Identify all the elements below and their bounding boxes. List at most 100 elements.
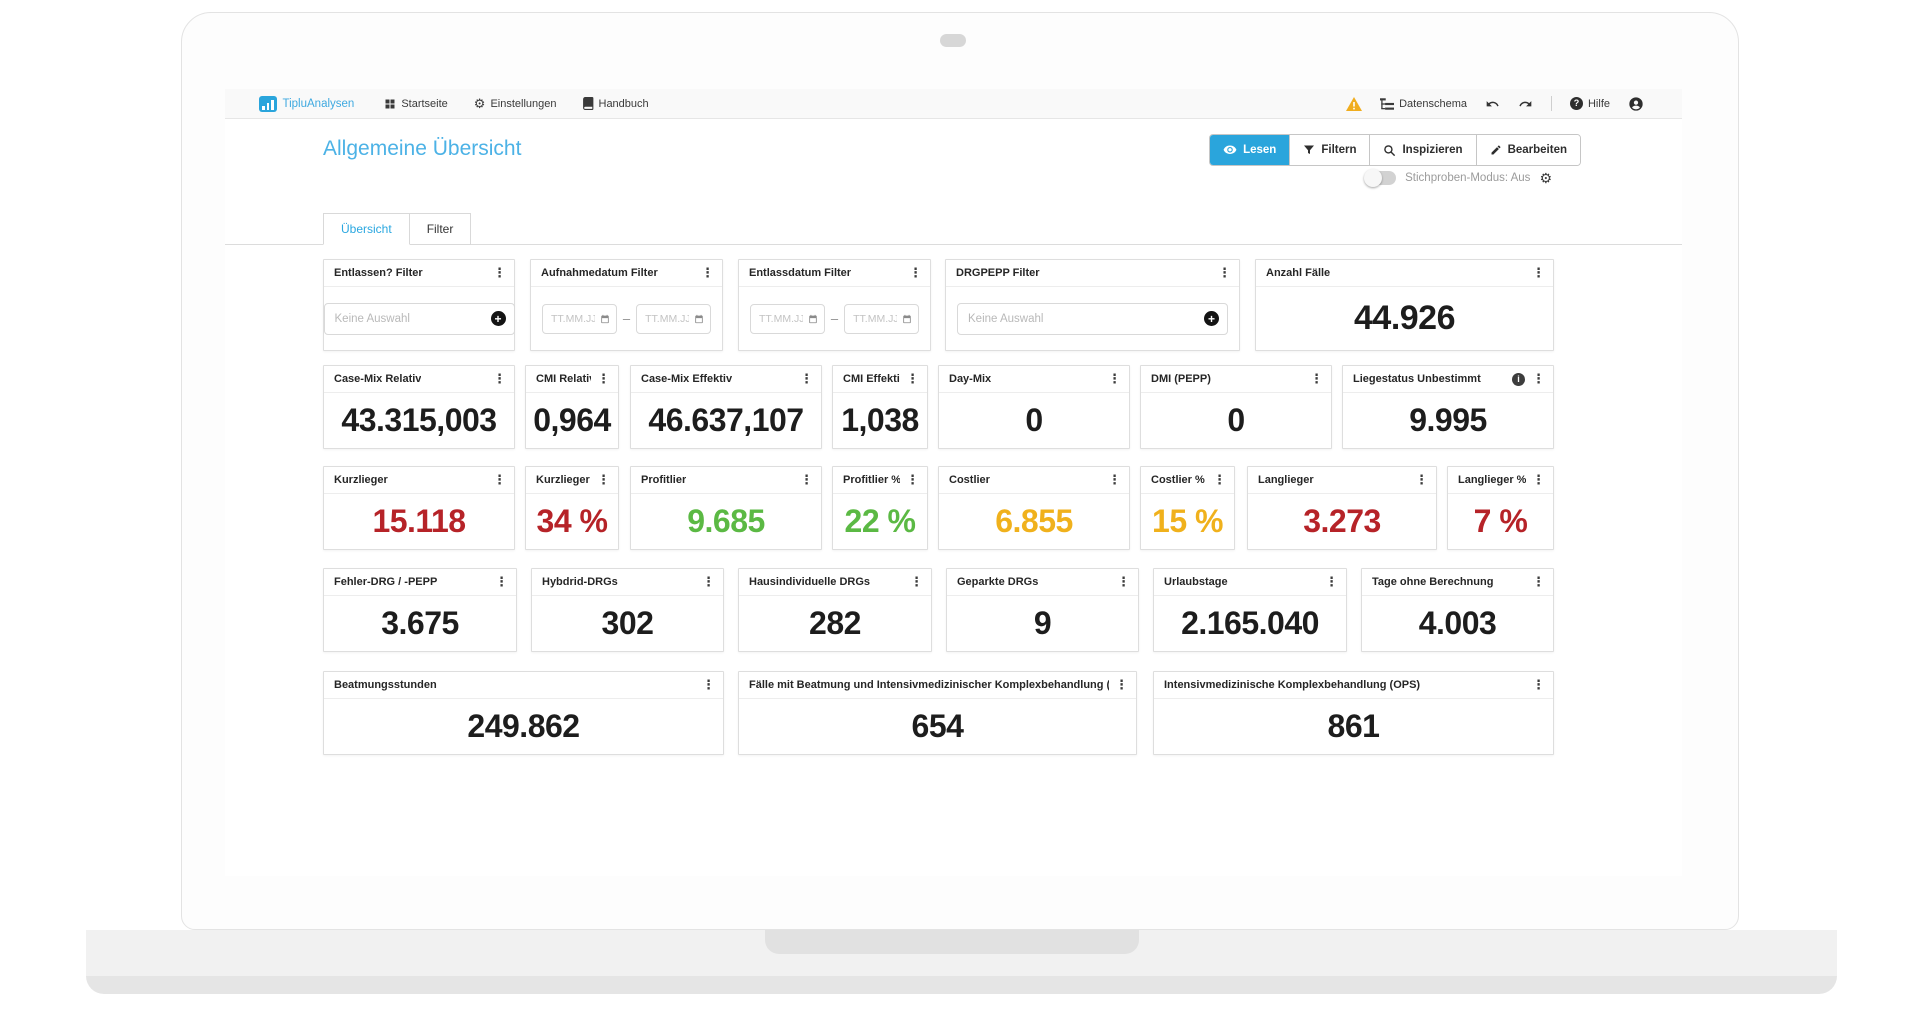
kebab-menu-icon[interactable]: ⋮ xyxy=(909,265,922,281)
plus-circle-icon[interactable]: + xyxy=(1204,311,1219,326)
kebab-menu-icon[interactable]: ⋮ xyxy=(597,472,610,488)
brand-name: TipluAnalysen xyxy=(282,97,355,110)
nav-handbuch[interactable]: Handbuch xyxy=(582,97,649,110)
filtern-button[interactable]: Filtern xyxy=(1289,135,1370,165)
nav-startseite-label: Startseite xyxy=(401,97,448,110)
help-icon: ? xyxy=(1569,97,1583,110)
kebab-menu-icon[interactable]: ⋮ xyxy=(1310,371,1323,387)
date-separator: – xyxy=(830,311,839,326)
bearbeiten-button[interactable]: Bearbeiten xyxy=(1475,135,1580,165)
kpi-card-urlaubstage: Urlaubstage ⋮ 2.165.040 xyxy=(1153,568,1347,652)
info-icon[interactable]: i xyxy=(1512,372,1525,386)
lesen-button[interactable]: Lesen xyxy=(1210,135,1290,165)
gear-icon[interactable]: ⚙ xyxy=(1539,170,1552,186)
hilfe-button[interactable]: ? Hilfe xyxy=(1569,97,1610,110)
card-title: Profitlier xyxy=(641,474,687,486)
kebab-menu-icon[interactable]: ⋮ xyxy=(906,371,919,387)
nav-einstellungen[interactable]: ⚙ Einstellungen xyxy=(474,97,557,110)
kpi-card-kurzlieger-prozent: Kurzlieger % ⋮ 34 % xyxy=(525,466,619,550)
date-input-from[interactable] xyxy=(542,303,617,334)
kpi-value: 249.862 xyxy=(467,708,580,744)
kpi-value: 3.675 xyxy=(381,605,459,641)
kebab-menu-icon[interactable]: ⋮ xyxy=(1532,371,1545,387)
date-field-to[interactable] xyxy=(643,311,692,326)
select-field[interactable] xyxy=(332,311,491,326)
plus-circle-icon[interactable]: + xyxy=(490,311,506,326)
card-title: Langlieger % xyxy=(1458,474,1526,486)
nav-einstellungen-label: Einstellungen xyxy=(490,97,557,110)
card-title: Geparkte DRGs xyxy=(957,576,1039,588)
kebab-menu-icon[interactable]: ⋮ xyxy=(1218,265,1231,281)
kebab-menu-icon[interactable]: ⋮ xyxy=(906,472,919,488)
kebab-menu-icon[interactable]: ⋮ xyxy=(1213,472,1226,488)
kebab-menu-icon[interactable]: ⋮ xyxy=(800,472,813,488)
calendar-icon xyxy=(902,314,912,324)
kebab-menu-icon[interactable]: ⋮ xyxy=(1532,574,1545,590)
kpi-value: 34 % xyxy=(536,503,608,539)
kebab-menu-icon[interactable]: ⋮ xyxy=(1532,472,1545,488)
kebab-menu-icon[interactable]: ⋮ xyxy=(493,371,506,387)
laptop-lid: TipluAnalysen Startseite ⚙ Einstellungen xyxy=(181,12,1739,930)
account-icon[interactable] xyxy=(1628,96,1644,112)
nav-startseite[interactable]: Startseite xyxy=(384,97,448,110)
kebab-menu-icon[interactable]: ⋮ xyxy=(1532,677,1545,693)
kebab-menu-icon[interactable]: ⋮ xyxy=(493,472,506,488)
eye-icon xyxy=(1223,145,1237,156)
nav-handbuch-label: Handbuch xyxy=(598,97,649,110)
card-title: Aufnahmedatum Filter xyxy=(541,267,658,279)
kebab-menu-icon[interactable]: ⋮ xyxy=(1532,265,1545,281)
date-field-from[interactable] xyxy=(549,311,597,326)
card-title: CMI Relativ xyxy=(536,373,591,385)
tab-filter-label: Filter xyxy=(426,222,454,236)
kebab-menu-icon[interactable]: ⋮ xyxy=(910,574,923,590)
tab-uebersicht[interactable]: Übersicht xyxy=(323,213,410,245)
tab-filter[interactable]: Filter xyxy=(409,213,472,245)
kebab-menu-icon[interactable]: ⋮ xyxy=(1115,677,1128,693)
brand-logo-icon xyxy=(259,95,277,112)
kpi-card-kurzlieger: Kurzlieger ⋮ 15.118 xyxy=(323,466,515,550)
kpi-value: 22 % xyxy=(844,503,916,539)
kebab-menu-icon[interactable]: ⋮ xyxy=(493,265,506,281)
date-field-to[interactable] xyxy=(851,311,900,326)
datenschema-button[interactable]: Datenschema xyxy=(1380,98,1467,110)
kpi-value: 9.685 xyxy=(687,503,765,539)
date-input-from[interactable] xyxy=(750,303,825,334)
kpi-value: 7 % xyxy=(1473,503,1528,539)
calendar-icon xyxy=(808,314,818,324)
warning-icon[interactable] xyxy=(1346,96,1363,111)
bearbeiten-label: Bearbeiten xyxy=(1507,144,1567,156)
kpi-card-liegestatus-unbestimmt: Liegestatus Unbestimmt i ⋮ 9.995 xyxy=(1342,365,1554,449)
kebab-menu-icon[interactable]: ⋮ xyxy=(1117,574,1130,590)
kebab-menu-icon[interactable]: ⋮ xyxy=(495,574,508,590)
kpi-value: 302 xyxy=(601,605,654,641)
kpi-card-tage-ohne-berechnung: Tage ohne Berechnung ⋮ 4.003 xyxy=(1361,568,1554,652)
kpi-value: 861 xyxy=(1327,708,1380,744)
select-input[interactable]: + xyxy=(323,302,515,335)
kebab-menu-icon[interactable]: ⋮ xyxy=(701,265,714,281)
kebab-menu-icon[interactable]: ⋮ xyxy=(702,574,715,590)
kebab-menu-icon[interactable]: ⋮ xyxy=(702,677,715,693)
laptop-camera xyxy=(940,34,966,47)
sampling-toggle[interactable] xyxy=(1364,169,1397,187)
kebab-menu-icon[interactable]: ⋮ xyxy=(1108,472,1121,488)
kpi-card-profitlier-prozent: Profitlier % ⋮ 22 % xyxy=(832,466,928,550)
brand[interactable]: TipluAnalysen xyxy=(259,95,355,112)
card-title: Tage ohne Berechnung xyxy=(1372,576,1494,588)
kebab-menu-icon[interactable]: ⋮ xyxy=(597,371,610,387)
inspizieren-button[interactable]: Inspizieren xyxy=(1369,135,1476,165)
date-input-to[interactable] xyxy=(636,303,712,334)
kebab-menu-icon[interactable]: ⋮ xyxy=(1108,371,1121,387)
kebab-menu-icon[interactable]: ⋮ xyxy=(800,371,813,387)
kpi-value: 6.855 xyxy=(995,503,1073,539)
date-input-to[interactable] xyxy=(844,303,920,334)
kebab-menu-icon[interactable]: ⋮ xyxy=(1415,472,1428,488)
select-field[interactable] xyxy=(966,311,1204,326)
kpi-value: 46.637,107 xyxy=(648,402,804,438)
kpi-value: 3.273 xyxy=(1303,503,1381,539)
kebab-menu-icon[interactable]: ⋮ xyxy=(1325,574,1338,590)
redo-icon[interactable] xyxy=(1518,97,1533,111)
date-field-from[interactable] xyxy=(757,311,805,326)
kpi-card-geparkte-drgs: Geparkte DRGs ⋮ 9 xyxy=(946,568,1139,652)
undo-icon[interactable] xyxy=(1485,97,1500,111)
select-input[interactable]: + xyxy=(957,302,1228,335)
